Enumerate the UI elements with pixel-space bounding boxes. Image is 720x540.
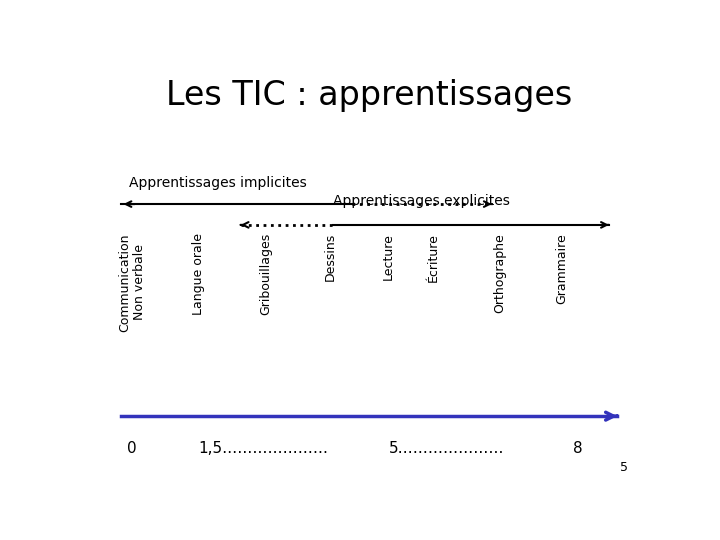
Text: Communication
Non verbale: Communication Non verbale: [118, 233, 146, 332]
Text: Apprentissages explicites: Apprentissages explicites: [333, 194, 510, 208]
Text: 1,5…………………: 1,5…………………: [199, 441, 329, 456]
Text: Les TIC : apprentissages: Les TIC : apprentissages: [166, 79, 572, 112]
Text: 5: 5: [621, 461, 629, 474]
Text: Orthographe: Orthographe: [494, 233, 507, 313]
Text: Gribouillages: Gribouillages: [259, 233, 272, 315]
Text: Grammaire: Grammaire: [555, 233, 568, 304]
Text: 0: 0: [127, 441, 137, 456]
Text: Langue orale: Langue orale: [192, 233, 205, 315]
Text: 5…………………: 5…………………: [389, 441, 504, 456]
Text: 8: 8: [573, 441, 583, 456]
Text: Dessins: Dessins: [323, 233, 336, 281]
Text: Écriture: Écriture: [427, 233, 440, 282]
Text: Apprentissages implicites: Apprentissages implicites: [129, 176, 307, 190]
Text: Lecture: Lecture: [382, 233, 395, 280]
